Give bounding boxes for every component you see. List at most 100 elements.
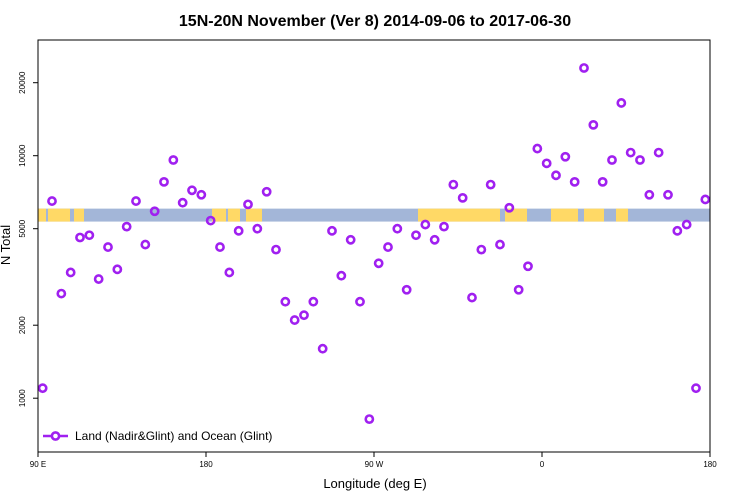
land-segment bbox=[551, 208, 578, 222]
y-tick-label: 1000 bbox=[18, 389, 27, 407]
data-point bbox=[252, 223, 263, 234]
data-point bbox=[541, 158, 552, 169]
land-segment bbox=[48, 208, 70, 222]
data-point bbox=[485, 179, 496, 190]
data-point bbox=[523, 261, 533, 272]
land-segment bbox=[584, 208, 604, 222]
x-tick-label: 180 bbox=[703, 460, 717, 469]
data-point bbox=[663, 189, 673, 200]
data-point bbox=[224, 267, 235, 278]
data-point bbox=[345, 234, 356, 245]
data-point bbox=[476, 244, 487, 255]
data-point bbox=[280, 296, 291, 307]
data-point bbox=[271, 244, 281, 255]
data-point bbox=[401, 284, 412, 295]
data-point bbox=[243, 199, 253, 210]
data-point bbox=[700, 194, 711, 205]
data-point bbox=[159, 176, 169, 187]
legend: Land (Nadir&Glint) and Ocean (Glint) bbox=[43, 429, 272, 443]
data-point bbox=[215, 242, 225, 252]
data-point bbox=[616, 98, 627, 108]
data-point bbox=[532, 143, 543, 154]
land-segment bbox=[228, 208, 240, 222]
data-point bbox=[560, 151, 571, 162]
data-point bbox=[196, 189, 207, 200]
land-segment bbox=[246, 208, 262, 222]
data-point bbox=[504, 202, 515, 213]
data-point bbox=[168, 155, 179, 165]
data-point bbox=[187, 185, 197, 196]
land-ocean-band bbox=[38, 208, 710, 222]
data-point bbox=[691, 383, 701, 394]
data-point bbox=[84, 230, 95, 241]
data-point bbox=[551, 170, 561, 181]
data-point bbox=[579, 63, 589, 73]
data-point bbox=[317, 343, 328, 354]
x-tick-label: 90 W bbox=[365, 460, 384, 469]
data-point bbox=[495, 239, 505, 250]
data-point bbox=[177, 197, 188, 208]
data-point bbox=[569, 176, 580, 187]
data-point bbox=[672, 225, 683, 236]
data-point bbox=[373, 258, 384, 269]
plot-frame bbox=[37, 39, 711, 453]
data-point bbox=[112, 264, 123, 275]
axis-ticks: 90 E 180 90 W 0 180 1000 2000 5000 10000 20000 bbox=[18, 71, 717, 469]
data-point bbox=[131, 196, 141, 206]
data-point bbox=[299, 310, 309, 321]
land-segment bbox=[38, 208, 46, 222]
data-point bbox=[149, 206, 160, 217]
land-segment bbox=[74, 208, 84, 222]
data-point bbox=[653, 147, 664, 158]
data-point bbox=[420, 219, 431, 230]
land-segment bbox=[616, 208, 628, 222]
data-point bbox=[607, 155, 617, 165]
data-point bbox=[233, 225, 244, 236]
data-point bbox=[336, 270, 347, 281]
data-point bbox=[47, 196, 57, 206]
x-axis-label: Longitude (deg E) bbox=[323, 476, 426, 491]
land-segment bbox=[418, 208, 500, 222]
ocean-band bbox=[38, 208, 710, 222]
data-point bbox=[411, 230, 421, 241]
data-point bbox=[681, 219, 692, 230]
chart-title: 15N-20N November (Ver 8) 2014-09-06 to 2… bbox=[179, 13, 571, 30]
data-point bbox=[355, 296, 365, 307]
data-point bbox=[140, 239, 151, 250]
data-point bbox=[205, 215, 216, 226]
data-point bbox=[429, 234, 440, 245]
data-point bbox=[327, 225, 337, 236]
x-tick-label: 90 E bbox=[30, 460, 46, 469]
data-point bbox=[625, 147, 636, 158]
y-tick-label: 2000 bbox=[18, 316, 27, 334]
legend-marker bbox=[50, 431, 61, 441]
y-tick-label: 10000 bbox=[18, 144, 27, 167]
data-point bbox=[308, 296, 319, 307]
data-point bbox=[364, 414, 375, 425]
data-point bbox=[56, 288, 67, 299]
data-point bbox=[644, 189, 655, 200]
data-point bbox=[383, 242, 393, 252]
data-point bbox=[588, 119, 599, 130]
land-segment bbox=[212, 208, 226, 222]
data-point bbox=[261, 186, 272, 197]
data-point bbox=[103, 242, 113, 252]
data-point bbox=[392, 223, 403, 234]
data-point bbox=[467, 292, 477, 303]
data-point bbox=[65, 267, 76, 278]
data-point bbox=[37, 383, 48, 394]
x-tick-label: 180 bbox=[199, 460, 213, 469]
legend-label: Land (Nadir&Glint) and Ocean (Glint) bbox=[75, 429, 272, 443]
data-point bbox=[439, 221, 449, 232]
data-point bbox=[289, 315, 300, 325]
x-tick-label: 0 bbox=[540, 460, 545, 469]
data-point bbox=[93, 274, 104, 284]
data-point bbox=[597, 176, 608, 187]
data-point bbox=[448, 179, 459, 190]
data-point bbox=[75, 232, 85, 243]
data-point bbox=[457, 192, 468, 203]
y-tick-label: 20000 bbox=[18, 71, 27, 94]
data-point bbox=[513, 284, 524, 295]
data-point bbox=[635, 155, 645, 165]
